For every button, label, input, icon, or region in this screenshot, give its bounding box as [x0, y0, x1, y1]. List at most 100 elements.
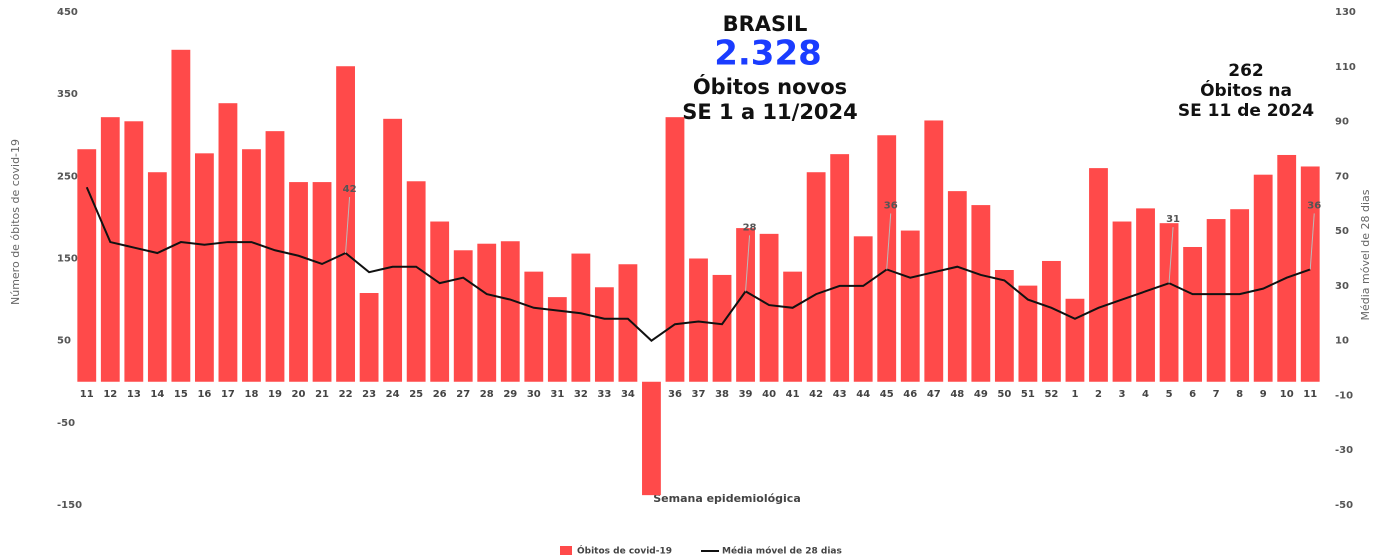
- x-tick-label: 30: [527, 389, 541, 400]
- y2-tick-label: 130: [1335, 7, 1356, 18]
- bar: [571, 253, 591, 382]
- bar: [736, 228, 755, 382]
- x-tick-label: 11: [1303, 389, 1317, 400]
- bar: [1042, 260, 1061, 382]
- x-tick-label: 42: [809, 389, 823, 400]
- x-tick-label: 41: [786, 389, 800, 400]
- bar: [759, 233, 779, 382]
- x-tick-label: 19: [268, 389, 282, 400]
- x-tick-label: 34: [621, 389, 635, 400]
- x-tick-label: 40: [762, 389, 776, 400]
- leader-line: [345, 196, 351, 254]
- bar: [124, 121, 144, 382]
- x-axis-label: Semana epidemiológica: [653, 492, 801, 505]
- bar: [100, 117, 120, 382]
- x-tick-label: 36: [668, 389, 682, 400]
- x-tick-label: 23: [362, 389, 376, 400]
- x-tick-label: 4: [1142, 389, 1149, 400]
- bar: [430, 221, 450, 382]
- bar: [147, 172, 167, 382]
- y2-tick-label: -30: [1335, 445, 1353, 456]
- x-tick-label: 33: [597, 389, 611, 400]
- x-tick-label: 9: [1260, 389, 1267, 400]
- bar: [242, 149, 261, 382]
- bar: [1159, 223, 1179, 382]
- y2-tick-label: 110: [1335, 62, 1356, 73]
- x-tick-label: 14: [150, 389, 164, 400]
- x-tick-label: 26: [433, 389, 447, 400]
- x-tick-label: 28: [480, 389, 494, 400]
- y2-tick-label: 90: [1335, 117, 1349, 128]
- bar: [830, 154, 850, 382]
- y-tick-label: 250: [57, 171, 78, 182]
- line: [85, 186, 1311, 342]
- bar: [289, 182, 308, 382]
- y-tick-label: 50: [57, 336, 71, 347]
- y2-tick-label: 10: [1335, 336, 1349, 347]
- y2-tick-label: 50: [1335, 226, 1349, 237]
- bar: [1230, 209, 1250, 382]
- leader-line: [1309, 213, 1315, 270]
- y-tick-label: -50: [57, 418, 75, 429]
- y-tick-label: -150: [57, 500, 82, 511]
- data-label: 42: [343, 184, 357, 195]
- x-tick-label: 25: [409, 389, 423, 400]
- bar: [500, 241, 520, 382]
- x-tick-label: 2: [1095, 389, 1102, 400]
- bar: [1018, 285, 1038, 382]
- bar: [77, 149, 97, 382]
- y2-axis-label: Média móvel de 28 dias: [1359, 189, 1372, 320]
- annotation: Óbitos na: [1200, 79, 1292, 101]
- bar: [194, 153, 214, 382]
- legend-label: Óbitos de covid-19: [577, 545, 672, 557]
- bar: [1089, 168, 1108, 382]
- bar: [265, 131, 285, 382]
- x-tick-label: 17: [221, 389, 235, 400]
- bar: [406, 181, 426, 382]
- y2-tick-label: 70: [1335, 171, 1349, 182]
- x-tick-label: 48: [950, 389, 964, 400]
- x-tick-label: 32: [574, 389, 588, 400]
- bar: [877, 135, 897, 382]
- bar: [1206, 219, 1226, 382]
- x-tick-label: 31: [550, 389, 564, 400]
- x-tick-label: 8: [1236, 389, 1243, 400]
- data-label: 36: [1307, 200, 1321, 211]
- bar: [900, 230, 920, 382]
- bar: [1065, 298, 1085, 382]
- bar: [594, 287, 614, 382]
- data-label: 36: [884, 200, 898, 211]
- y-tick-label: 150: [57, 254, 78, 265]
- x-tick-label: 52: [1044, 389, 1058, 400]
- bar: [665, 117, 685, 382]
- x-tick-label: 38: [715, 389, 729, 400]
- y2-tick-label: -50: [1335, 500, 1353, 511]
- bar: [547, 297, 567, 382]
- x-tick-label: 22: [339, 389, 353, 400]
- x-tick-label: 50: [997, 389, 1011, 400]
- bar: [1136, 208, 1155, 382]
- x-tick-label: 47: [927, 389, 941, 400]
- x-tick-label: 27: [456, 389, 470, 400]
- bar: [312, 182, 332, 382]
- bar: [1253, 174, 1273, 382]
- bar: [1300, 166, 1320, 382]
- legend-label: Média móvel de 28 dias: [722, 546, 842, 557]
- x-tick-label: 1: [1071, 389, 1078, 400]
- x-tick-label: 24: [386, 389, 400, 400]
- x-tick-label: 20: [292, 389, 306, 400]
- x-tick-label: 12: [103, 389, 117, 400]
- x-tick-label: 21: [315, 389, 329, 400]
- x-tick-label: 51: [1021, 389, 1035, 400]
- bar: [947, 191, 967, 382]
- bar: [1277, 154, 1297, 382]
- x-tick-label: 13: [127, 389, 141, 400]
- bar: [618, 264, 638, 382]
- annotation: SE 1 a 11/2024: [682, 100, 858, 124]
- x-tick-label: 43: [833, 389, 847, 400]
- x-tick-label: 39: [739, 389, 753, 400]
- x-tick-label: 16: [197, 389, 211, 400]
- x-tick-label: 37: [692, 389, 706, 400]
- bar: [971, 205, 991, 382]
- annotation: Óbitos novos: [693, 74, 847, 99]
